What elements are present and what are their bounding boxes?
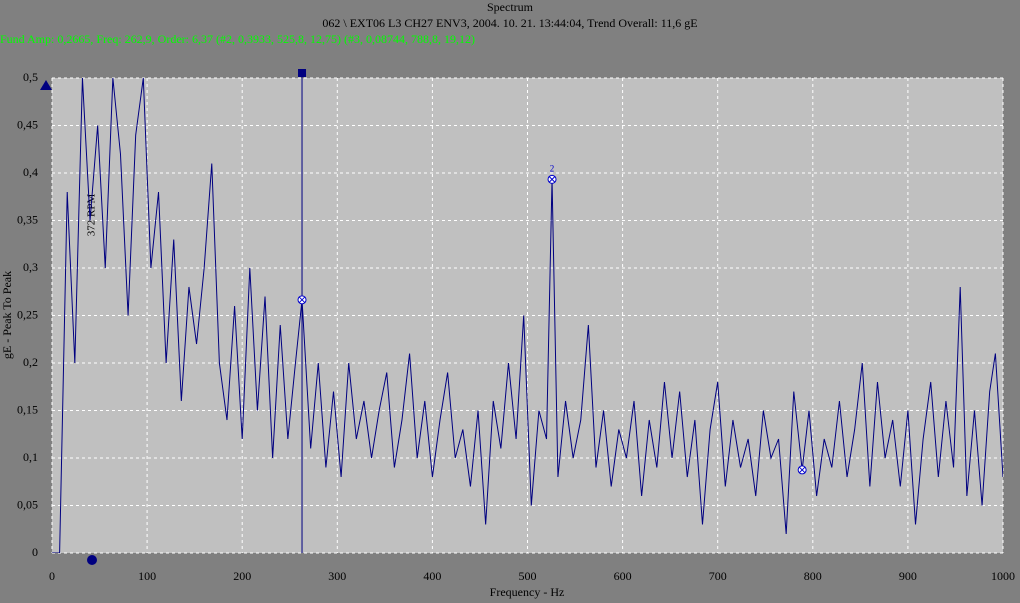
harmonic-marker <box>547 174 557 184</box>
x-axis-label: Frequency - Hz <box>490 585 565 599</box>
x-tick-label: 200 <box>233 569 251 583</box>
y-tick-label: 0,25 <box>17 307 38 321</box>
x-tick-label: 900 <box>899 569 917 583</box>
y-tick-label: 0,2 <box>23 355 38 369</box>
y-tick-label: 0,05 <box>17 497 38 511</box>
harmonic-cross <box>548 176 556 183</box>
info-line: Fund Amp: 0,2665, Freq: 262,9, Order: 6,… <box>0 32 475 46</box>
x-tick-label: 800 <box>804 569 822 583</box>
cursor-marker <box>87 555 97 565</box>
y-axis-label: gE - Peak To Peak <box>0 271 14 359</box>
x-tick-label: 100 <box>138 569 156 583</box>
cursor-marker <box>40 80 52 90</box>
harmonic-marker <box>797 465 807 475</box>
y-tick-label: 0,35 <box>17 212 38 226</box>
harmonic-cross <box>298 296 306 304</box>
annotation: 372 RPM <box>86 194 98 237</box>
x-tick-label: 1000 <box>991 569 1015 583</box>
y-tick-label: 0,15 <box>17 402 38 416</box>
chart-subtitle: 062 \ EXT06 L3 CH27 ENV3, 2004. 10. 21. … <box>322 16 697 30</box>
harmonic-label: 2 <box>550 163 555 173</box>
y-tick-label: 0,45 <box>17 117 38 131</box>
y-tick-label: 0 <box>32 545 38 559</box>
y-tick-label: 0,5 <box>23 70 38 84</box>
cursor-handle <box>298 69 307 77</box>
y-tick-label: 0,3 <box>23 260 38 274</box>
x-tick-label: 300 <box>328 569 346 583</box>
x-tick-label: 400 <box>423 569 441 583</box>
x-tick-label: 500 <box>519 569 537 583</box>
spectrum-line <box>52 78 1003 553</box>
x-tick-label: 600 <box>614 569 632 583</box>
y-tick-label: 0,1 <box>23 450 38 464</box>
x-tick-label: 700 <box>709 569 727 583</box>
y-tick-label: 0,4 <box>23 165 38 179</box>
harmonic-cross <box>798 466 806 474</box>
harmonic-marker <box>297 295 307 305</box>
chart-title: Spectrum <box>487 0 534 14</box>
x-tick-label: 0 <box>49 569 55 583</box>
